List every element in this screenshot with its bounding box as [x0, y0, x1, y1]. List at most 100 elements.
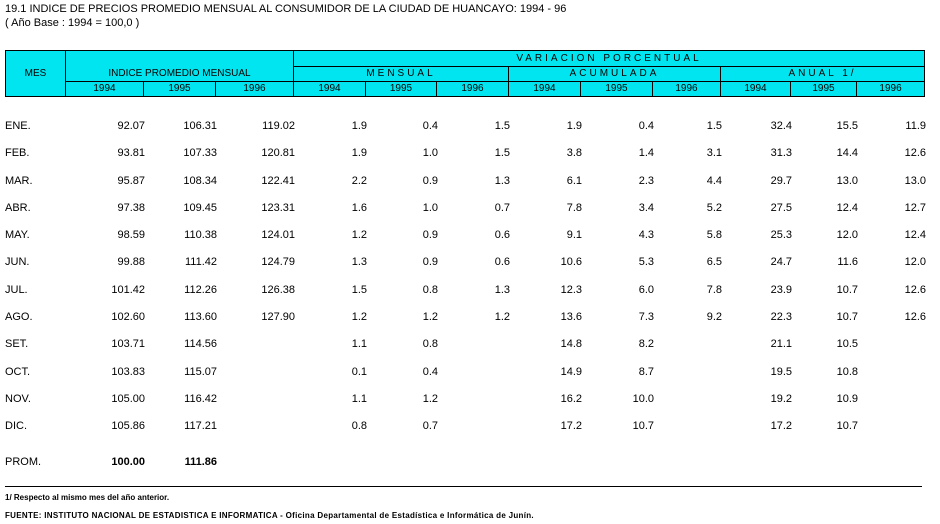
table-cell: 111.42: [184, 256, 217, 269]
table-cell: 12.0: [836, 229, 858, 242]
table-cell: 10.6: [560, 256, 582, 269]
header-year: 1996: [652, 81, 721, 97]
table-cell: 19.5: [770, 365, 792, 378]
table-cell: 10.7: [836, 311, 858, 324]
header-year: 1995: [790, 81, 857, 97]
table-cell: 99.88: [117, 256, 145, 269]
table-cell: 127.90: [261, 311, 295, 324]
table-cell: 2.3: [638, 174, 654, 187]
table-cell: 0.6: [494, 256, 510, 269]
header-variacion: VARIACION PORCENTUAL: [292, 50, 926, 67]
table-cell: 1.1: [351, 392, 367, 405]
table-cell: 5.3: [638, 256, 654, 269]
table-row: MAY. 98.59 110.38 124.01 1.2 0.9 0.6 9.1 4.3 5.8 2…: [5, 221, 926, 248]
table-cell: 98.59: [117, 229, 145, 242]
table-row: MAR. 95.87 108.34 122.41 2.2 0.9 1.3 6.1 2.3 4.4 2…: [5, 167, 926, 194]
table-cell: 1.5: [494, 120, 510, 132]
table-row: SET. 103.71 114.56 1.1 0.8 14.8 8.2 21.1 10.5: [5, 330, 924, 357]
table-cell: 0.4: [638, 120, 654, 132]
header-year: 1994: [293, 81, 366, 97]
month-label: MAR.: [5, 174, 33, 187]
month-label: ABR.: [5, 201, 31, 214]
table-cell: 1.0: [422, 201, 438, 214]
table-cell: 0.9: [422, 229, 438, 242]
header-year: 1996: [215, 81, 294, 97]
table-cell: 27.5: [770, 201, 792, 214]
month-label: JUN.: [5, 256, 30, 269]
table-cell: 25.3: [770, 229, 792, 242]
table-cell: 12.4: [836, 201, 858, 214]
table-cell: 15.5: [836, 120, 858, 132]
table-cell: 1.5: [351, 283, 367, 296]
table-cell: 10.9: [836, 392, 858, 405]
header-year: 1994: [508, 81, 581, 97]
table-cell: 13.0: [904, 174, 926, 187]
table-cell: 1.2: [422, 311, 438, 324]
month-label: DIC.: [5, 420, 27, 433]
table-cell: 0.6: [494, 229, 510, 242]
table-cell: 22.3: [770, 311, 792, 324]
table-cell: 92.07: [117, 120, 145, 132]
month-label: OCT.: [5, 365, 31, 378]
prom-row: PROM. 100.00 111.86: [5, 456, 924, 470]
table-cell: 1.6: [351, 201, 367, 214]
table-cell: 0.7: [422, 420, 438, 433]
table-cell: 3.4: [638, 201, 654, 214]
table-cell: 10.7: [836, 420, 858, 433]
table-cell: 1.1: [351, 338, 367, 351]
table-cell: 1.5: [494, 147, 510, 160]
table-cell: 105.00: [111, 392, 145, 405]
table-cell: 1.5: [706, 120, 722, 132]
table-cell: 124.79: [261, 256, 295, 269]
table-cell: 7.3: [638, 311, 654, 324]
table-cell: 1.2: [422, 392, 438, 405]
table-cell: 97.38: [117, 201, 145, 214]
month-label: NOV.: [5, 392, 31, 405]
table-cell: 14.8: [560, 338, 582, 351]
table-cell: 120.81: [261, 147, 295, 160]
table-cell: 10.5: [836, 338, 858, 351]
table-cell: 6.1: [566, 174, 582, 187]
table-cell: 4.4: [706, 174, 722, 187]
prom-1995: 111.86: [184, 456, 217, 468]
page-subtitle: ( Año Base : 1994 = 100,0 ): [5, 17, 140, 29]
table-row: JUN. 99.88 111.42 124.79 1.3 0.9 0.6 10.6 5.3 6.5…: [5, 248, 926, 275]
table-cell: 1.2: [351, 311, 367, 324]
table-cell: 10.0: [632, 392, 654, 405]
table-cell: 1.3: [494, 283, 510, 296]
table-cell: 1.3: [494, 174, 510, 187]
header-year: 1994: [65, 81, 144, 97]
table-cell: 105.86: [111, 420, 145, 433]
table-cell: 115.07: [184, 365, 217, 378]
table-cell: 8.2: [638, 338, 654, 351]
table-row: DIC. 105.86 117.21 0.8 0.7 17.2 10.7 17.2 10.7: [5, 412, 924, 439]
table-cell: 10.7: [836, 283, 858, 296]
table-header: MES INDICE PROMEDIO MENSUAL VARIACION PO…: [5, 50, 926, 97]
table-cell: 12.7: [904, 201, 926, 214]
table-cell: 24.7: [770, 256, 792, 269]
table-row: JUL. 101.42 112.26 126.38 1.5 0.8 1.3 12.3 6.0 7.…: [5, 276, 926, 303]
table-cell: 11.9: [905, 120, 926, 132]
header-year: 1996: [855, 81, 926, 97]
table-row: FEB. 93.81 107.33 120.81 1.9 1.0 1.5 3.8 1.4 3.1 3…: [5, 139, 926, 166]
header-mes: MES: [5, 50, 66, 97]
table-cell: 122.41: [261, 174, 295, 187]
header-anual: ANUAL 1/: [719, 66, 926, 82]
table-cell: 13.6: [560, 311, 582, 324]
table-cell: 1.4: [638, 147, 654, 160]
table-cell: 6.0: [638, 283, 654, 296]
table-cell: 0.4: [422, 365, 438, 378]
table-cell: 12.6: [904, 283, 926, 296]
table-body: ENE. 92.07 106.31 119.02 1.9 0.4 1.5 1.9 0.4 1.5 3…: [5, 112, 926, 468]
table-cell: 12.3: [560, 283, 582, 296]
table-cell: 14.4: [836, 147, 858, 160]
header-year: 1995: [365, 81, 437, 97]
table-cell: 4.3: [638, 229, 654, 242]
table-cell: 9.2: [706, 311, 722, 324]
table-cell: 12.6: [904, 311, 926, 324]
table-cell: 7.8: [706, 283, 722, 296]
table-cell: 19.2: [770, 392, 792, 405]
table-cell: 114.56: [184, 338, 217, 351]
table-cell: 12.4: [904, 229, 926, 242]
table-cell: 117.21: [184, 420, 217, 433]
